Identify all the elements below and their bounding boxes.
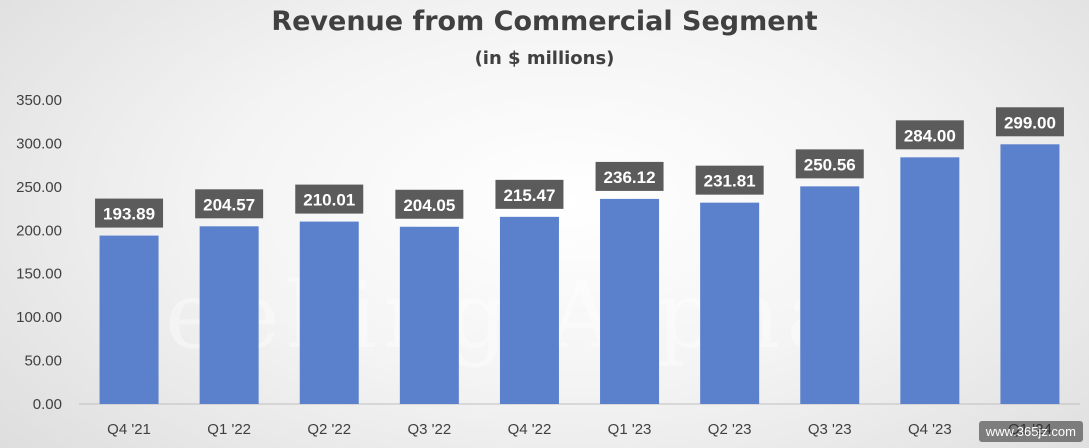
data-label-box	[495, 179, 564, 209]
y-tick-label: 250.00	[16, 179, 62, 196]
x-tick-label: Q1 '23	[608, 421, 652, 438]
bar	[299, 221, 359, 404]
x-tick-label: Q4 '23	[908, 421, 952, 438]
chart-subtitle: (in $ millions)	[474, 48, 615, 69]
bar	[1000, 144, 1060, 404]
data-label: 236.12	[604, 168, 656, 187]
data-label-box	[195, 189, 264, 219]
data-label-box	[995, 107, 1064, 137]
y-tick-label: 50.00	[24, 353, 62, 370]
data-label: 204.05	[403, 196, 455, 215]
y-tick-label: 100.00	[16, 309, 62, 326]
data-label: 250.56	[804, 155, 856, 174]
x-tick-label: Q2 '22	[307, 421, 351, 438]
data-label: 210.01	[303, 191, 355, 210]
data-label: 204.57	[203, 195, 255, 214]
bar	[700, 202, 760, 404]
bar	[399, 226, 459, 404]
data-label-box	[295, 184, 364, 214]
chart-title: Revenue from Commercial Segment	[271, 6, 818, 37]
data-label-box	[895, 120, 964, 150]
data-label-box	[395, 189, 464, 219]
y-tick-label: 150.00	[16, 266, 62, 283]
y-tick-label: 0.00	[33, 396, 62, 413]
bar	[199, 226, 259, 404]
data-label: 215.47	[503, 186, 555, 205]
bar	[499, 216, 559, 404]
data-label-box	[95, 198, 164, 228]
data-label: 231.81	[704, 172, 756, 191]
x-tick-label: Q3 '22	[407, 421, 451, 438]
x-tick-label: Q4 '22	[508, 421, 552, 438]
data-label: 284.00	[904, 126, 956, 145]
bar	[600, 198, 660, 404]
site-tag: www.365jz.com	[978, 421, 1083, 442]
bar	[800, 186, 860, 404]
y-tick-label: 350.00	[16, 92, 62, 109]
y-tick-label: 300.00	[16, 135, 62, 152]
x-tick-label: Q3 '23	[808, 421, 852, 438]
y-tick-label: 200.00	[16, 222, 62, 239]
x-tick-label: Q4 '21	[107, 421, 151, 438]
x-tick-label: Q1 '22	[207, 421, 251, 438]
data-label-box	[695, 165, 764, 195]
bar	[99, 235, 159, 404]
x-tick-label: Q2 '23	[708, 421, 752, 438]
data-label-box	[795, 149, 864, 179]
data-label-box	[595, 161, 664, 191]
bar	[900, 157, 960, 404]
data-label: 299.00	[1004, 113, 1056, 132]
data-label: 193.89	[103, 205, 155, 224]
